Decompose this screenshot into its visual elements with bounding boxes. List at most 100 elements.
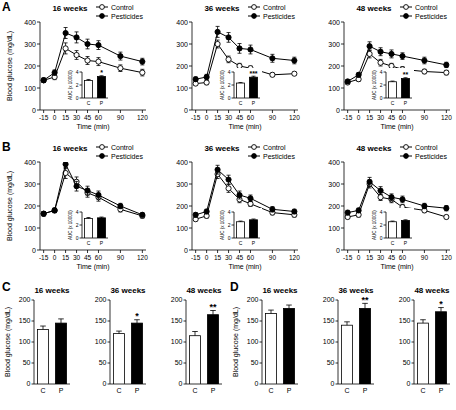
- error-bar: [292, 209, 296, 213]
- x-tick-label: -15: [343, 254, 353, 261]
- x-tick: [43, 110, 44, 113]
- data-point: [378, 49, 383, 54]
- y-tick: [384, 225, 387, 226]
- x-tick: [239, 110, 240, 113]
- error-bar: [251, 219, 255, 221]
- y-tick-label: 50: [175, 359, 183, 366]
- y-tick-label: 400: [328, 19, 340, 26]
- x-tick-label: P: [404, 240, 408, 246]
- y-tick-label: 200: [323, 296, 335, 303]
- error-cap: [86, 56, 90, 57]
- error-bar: [346, 80, 350, 84]
- error-bar: [42, 78, 46, 82]
- data-point: [248, 196, 253, 201]
- y-tick: [189, 162, 192, 163]
- error-bar: [118, 52, 122, 60]
- inset-background: [217, 208, 262, 246]
- x-tick-label: C: [116, 387, 121, 394]
- chart-title: 48 weeks: [356, 4, 392, 13]
- error-cap: [86, 197, 90, 198]
- x-tick-label: 0: [53, 114, 57, 121]
- x-tick-label: P: [363, 387, 368, 394]
- y-tick: [336, 300, 339, 301]
- error-bar: [248, 195, 252, 202]
- legend-marker: [252, 5, 257, 10]
- y-tick-label: 4: [76, 209, 79, 215]
- x-tick: [402, 250, 403, 253]
- y-tick-label: 200: [399, 296, 411, 303]
- y-tick-label: 0: [331, 380, 335, 387]
- legend-label: Pesticides: [111, 153, 143, 160]
- error-stem: [271, 310, 272, 313]
- legend-label: Pesticides: [415, 153, 447, 160]
- plot-area: [189, 311, 218, 385]
- data-point: [367, 44, 372, 49]
- plot-area: [37, 319, 66, 384]
- data-point: [215, 41, 220, 46]
- y-tick: [336, 363, 339, 364]
- data-point: [400, 197, 405, 202]
- error-bar: [390, 194, 394, 201]
- x-tick: [272, 250, 273, 253]
- x-tick: [228, 110, 229, 113]
- error-cap: [75, 59, 79, 60]
- x-tick-label: C: [192, 387, 197, 394]
- data-point: [193, 77, 198, 82]
- plot-area: [236, 219, 257, 238]
- error-bar: [140, 69, 144, 76]
- x-tick: [120, 250, 121, 253]
- x-tick-label: C: [344, 387, 349, 394]
- error-bar: [344, 322, 350, 325]
- x-tick-label: 30: [377, 254, 385, 261]
- bar-chart: 050100150200CP36 weeks**: [323, 0, 374, 394]
- y-tick-label: 0: [380, 95, 383, 101]
- y-tick: [341, 22, 344, 23]
- bar: [236, 222, 244, 238]
- x-tick: [446, 110, 447, 113]
- data-point: [63, 46, 68, 51]
- y-tick-label: 0: [179, 380, 183, 387]
- error-cap: [390, 49, 394, 50]
- y-tick-label: 0: [228, 95, 231, 101]
- legend-label: Pesticides: [263, 13, 295, 20]
- error-bar: [53, 208, 57, 212]
- error-bar: [140, 213, 144, 217]
- legend: ControlPesticides: [96, 144, 143, 160]
- inset-bar-chart: 024CPAUC (x 10000): [217, 208, 262, 246]
- error-bar: [227, 56, 231, 63]
- data-point: [345, 210, 350, 215]
- y-tick-label: 0: [407, 380, 411, 387]
- bar: [265, 313, 276, 384]
- significance-mark: **: [403, 71, 409, 78]
- x-tick: [358, 250, 359, 253]
- error-bar: [248, 45, 252, 54]
- y-tick-label: 4: [228, 209, 231, 215]
- x-axis: [344, 110, 450, 111]
- significance-mark: *: [135, 311, 139, 321]
- y-tick: [37, 184, 40, 185]
- error-bar: [42, 212, 46, 216]
- data-point: [118, 54, 123, 59]
- x-axis-label: Time (min): [380, 263, 413, 271]
- x-tick-label: -15: [191, 254, 201, 261]
- y-tick-label: 0: [76, 95, 79, 101]
- error-cap: [368, 187, 372, 188]
- y-tick-label: 200: [24, 203, 36, 210]
- y-tick: [108, 321, 111, 322]
- error-bar: [403, 219, 407, 221]
- line-chart: 0100200300400-1501530456090120Time (min)…: [328, 144, 452, 272]
- plot-area: [236, 76, 257, 98]
- error-cap: [390, 57, 394, 58]
- error-bar: [75, 51, 79, 60]
- x-tick: [217, 250, 218, 253]
- x-tick-label: 30: [73, 254, 81, 261]
- y-tick: [37, 44, 40, 45]
- inset-bar-chart: 024CPAUC (x 10000): [65, 208, 110, 246]
- y-tick: [184, 300, 187, 301]
- bar: [37, 329, 48, 384]
- data-point: [85, 58, 90, 63]
- error-bar: [140, 58, 144, 65]
- data-point: [85, 188, 90, 193]
- y-tick-label: 400: [24, 19, 36, 26]
- x-tick: [65, 250, 66, 253]
